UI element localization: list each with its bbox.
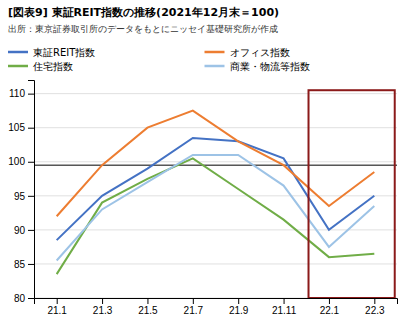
legend: 東証REIT指数 オフィス指数住宅指数 商業・物流等指数 bbox=[8, 47, 310, 72]
y-tick-label: 100 bbox=[8, 156, 25, 167]
legend-item: 商業・物流等指数 bbox=[205, 61, 310, 72]
grid bbox=[34, 94, 397, 298]
x-tick-mark bbox=[374, 298, 375, 304]
x-tick: 22.3 bbox=[365, 298, 385, 316]
x-tick-mark bbox=[329, 298, 330, 304]
x-tick: 21.7 bbox=[184, 298, 204, 316]
y-tick-mark bbox=[28, 230, 34, 231]
y-tick: 80 bbox=[14, 293, 34, 304]
x-tick: 21.11 bbox=[272, 298, 297, 316]
y-tick: 90 bbox=[14, 225, 34, 236]
legend-swatch bbox=[205, 51, 225, 54]
legend-item: 東証REIT指数 bbox=[8, 47, 95, 58]
x-tick-label: 21.11 bbox=[272, 305, 297, 316]
chart: [図表9] 東証REIT指数の推移(2021年12月末＝100) 出所：東京証券取… bbox=[0, 0, 409, 322]
y-tick-label: 80 bbox=[14, 293, 26, 304]
y-tick-mark bbox=[28, 94, 34, 95]
series-line bbox=[57, 155, 375, 261]
x-tick: 21.9 bbox=[229, 298, 249, 316]
y-tick-label: 95 bbox=[14, 191, 26, 202]
y-tick-label: 105 bbox=[8, 122, 25, 133]
y-tick-label: 110 bbox=[9, 88, 25, 99]
x-tick-label: 21.3 bbox=[93, 305, 113, 316]
series-line bbox=[57, 138, 375, 240]
y-tick-label: 90 bbox=[14, 225, 26, 236]
x-tick-mark bbox=[284, 298, 285, 304]
y-tick: 100 bbox=[8, 156, 34, 167]
x-axis: 21.1 21.3 21.5 21.7 21.9 21.11 22.1 22.3 bbox=[35, 298, 398, 316]
reference-line bbox=[34, 165, 397, 166]
y-tick: 105 bbox=[8, 122, 34, 133]
x-tick-label: 21.1 bbox=[47, 305, 67, 316]
x-tick: 21.5 bbox=[138, 298, 158, 316]
x-tick-label: 22.1 bbox=[320, 305, 340, 316]
x-tick-label: 21.9 bbox=[229, 305, 249, 316]
y-tick-mark bbox=[28, 128, 34, 129]
legend-item: 住宅指数 bbox=[8, 61, 73, 72]
y-tick-mark bbox=[28, 162, 34, 163]
grid-line bbox=[34, 161, 397, 162]
x-tick-mark bbox=[57, 298, 58, 304]
highlight-box bbox=[309, 90, 395, 298]
series-line bbox=[57, 158, 375, 274]
legend-swatch bbox=[8, 51, 28, 54]
x-tick-mark bbox=[102, 298, 103, 304]
y-tick: 95 bbox=[14, 191, 34, 202]
x-tick: 21.1 bbox=[47, 298, 67, 316]
x-tick: 21.3 bbox=[93, 298, 113, 316]
x-tick-mark bbox=[147, 298, 148, 304]
x-tick-mark bbox=[238, 298, 239, 304]
y-tick-mark bbox=[28, 298, 34, 299]
grid-line bbox=[34, 263, 397, 264]
grid-line bbox=[34, 229, 397, 230]
plot-area bbox=[34, 90, 397, 298]
legend-swatch bbox=[8, 65, 28, 68]
y-tick-mark bbox=[28, 196, 34, 197]
title: [図表9] 東証REIT指数の推移(2021年12月末＝100) bbox=[8, 6, 279, 19]
legend-label: 東証REIT指数 bbox=[33, 47, 95, 58]
legend-item: オフィス指数 bbox=[205, 47, 290, 58]
y-tick: 110 bbox=[9, 88, 34, 99]
legend-swatch bbox=[205, 65, 225, 68]
grid-line bbox=[34, 93, 397, 94]
x-tick-mark bbox=[193, 298, 194, 304]
subtitle: 出所：東京証券取引所のデータをもとにニッセイ基礎研究所が作成 bbox=[8, 24, 278, 34]
y-tick-mark bbox=[28, 264, 34, 265]
y-axis: 80 85 90 95 100 105 110 bbox=[8, 81, 34, 304]
grid-line bbox=[34, 127, 397, 128]
legend-label: 住宅指数 bbox=[33, 61, 73, 72]
y-axis-line bbox=[28, 81, 35, 299]
legend-label: 商業・物流等指数 bbox=[230, 61, 310, 72]
x-axis-line bbox=[35, 299, 398, 305]
y-tick: 85 bbox=[14, 259, 34, 270]
x-tick-label: 21.7 bbox=[184, 305, 204, 316]
legend-label: オフィス指数 bbox=[230, 47, 290, 58]
x-tick-label: 21.5 bbox=[138, 305, 158, 316]
x-tick: 22.1 bbox=[320, 298, 340, 316]
y-tick-label: 85 bbox=[14, 259, 26, 270]
x-tick-label: 22.3 bbox=[365, 305, 385, 316]
